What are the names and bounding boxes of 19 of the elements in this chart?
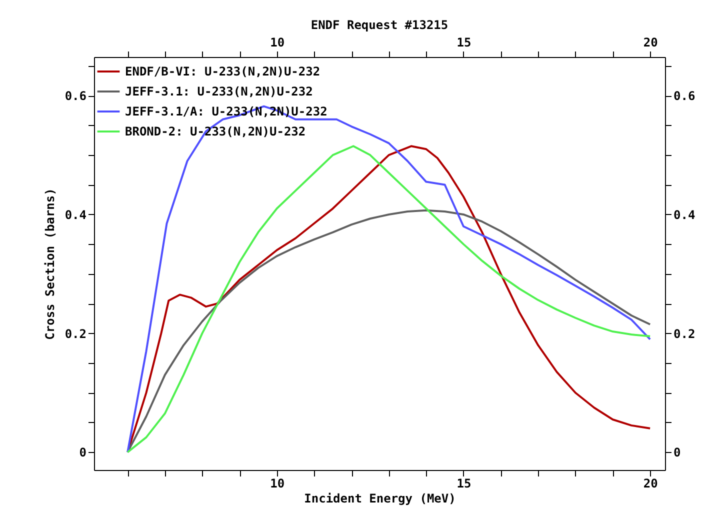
y-tick-label: 0.4 [64, 208, 86, 222]
x2-tick-label: 10 [270, 36, 285, 50]
y2-tick-label: 0.6 [674, 89, 696, 104]
legend-label: ENDF/B-VI: U-233(N,2N)U-232 [125, 64, 320, 78]
chart-title: ENDF Request #13215 [310, 18, 448, 32]
x2-tick-label: 20 [643, 36, 658, 50]
x-tick-label: 15 [456, 476, 472, 490]
x-axis-title: Incident Energy (MeV) [304, 492, 456, 506]
y2-tick-label: 0.2 [674, 326, 696, 341]
y-tick-label: 0.2 [64, 326, 86, 341]
y-axis-title: Cross Section (barns) [42, 188, 57, 340]
y2-tick-label: 0 [674, 446, 681, 460]
x-tick-label: 10 [270, 476, 285, 490]
y2-tick-label: 0.4 [674, 208, 696, 222]
x2-tick-label: 15 [456, 36, 472, 50]
x-tick-label: 20 [643, 476, 658, 490]
y-tick-label: 0 [79, 446, 86, 460]
y-tick-label: 0.6 [64, 89, 86, 104]
legend-label: JEFF-3.1: U-233(N,2N)U-232 [125, 84, 313, 98]
